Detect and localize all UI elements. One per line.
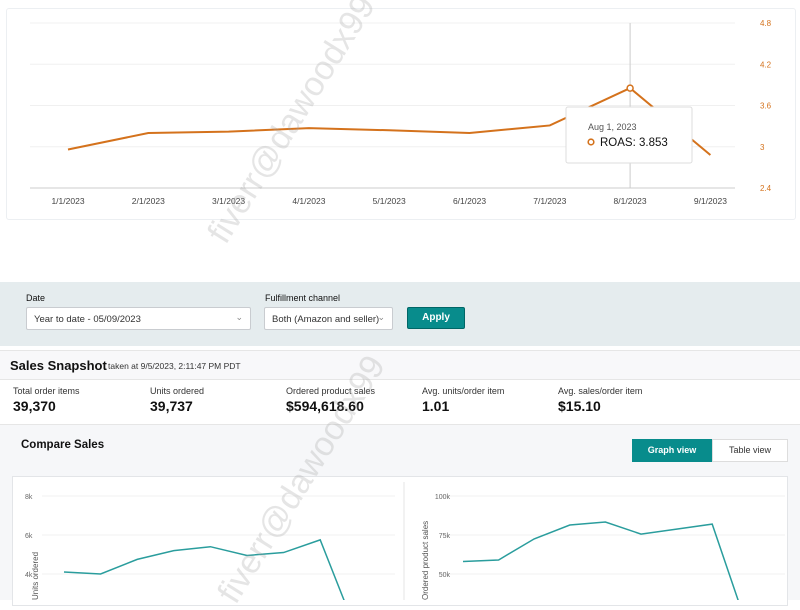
metric-avg-units: Avg. units/order item 1.01 xyxy=(422,386,504,414)
chevron-down-icon: ⌄ xyxy=(377,312,385,322)
date-select[interactable]: Year to date - 05/09/2023 ⌄ xyxy=(26,307,251,330)
y-tick-label: 8k xyxy=(25,494,33,501)
metric-value: 1.01 xyxy=(422,398,450,414)
metric-value: $15.10 xyxy=(558,398,601,414)
tooltip-marker-icon xyxy=(587,138,595,146)
date-value: Year to date - 05/09/2023 xyxy=(34,314,141,325)
x-tick-label: 6/1/2023 xyxy=(453,196,486,206)
y-tick-label: 4.8 xyxy=(760,19,772,28)
y-tick-label: 75k xyxy=(439,533,451,540)
metric-label: Avg. units/order item xyxy=(422,386,505,396)
snapshot-header: Sales Snapshot taken at 9/5/2023, 2:11:4… xyxy=(0,350,800,380)
sales-line xyxy=(462,521,739,600)
compare-sales-title: Compare Sales xyxy=(21,439,105,451)
metric-label: Avg. sales/order item xyxy=(558,386,643,396)
data-point-hover xyxy=(626,84,634,92)
date-label: Date xyxy=(26,293,46,303)
y-tick-label: 2.4 xyxy=(760,184,772,193)
x-tick-label: 8/1/2023 xyxy=(614,196,647,206)
filter-bar: Date Year to date - 05/09/2023 ⌄ Fulfillm… xyxy=(0,282,800,346)
metric-avg-sales: Avg. sales/order item $15.10 xyxy=(558,386,642,414)
roas-chart: 2.4 3 3.6 4.2 4.8 1/1/2023 2/1/2023 3/1/2023 4/1… xyxy=(30,19,772,206)
y-tick-label: 6k xyxy=(25,533,33,540)
x-tick-label: 7/1/2023 xyxy=(533,196,566,206)
x-tick-label: 9/1/2023 xyxy=(694,196,727,206)
table-view-button[interactable]: Table view xyxy=(712,439,788,462)
x-tick-label: 3/1/2023 xyxy=(212,196,245,206)
y-tick-label: 100k xyxy=(435,494,451,501)
y-tick-label: 3.6 xyxy=(760,102,772,111)
x-tick-label: 2/1/2023 xyxy=(132,196,165,206)
tooltip xyxy=(565,106,693,164)
chevron-down-icon: ⌄ xyxy=(235,312,243,322)
metric-units-ordered: Units ordered 39,737 xyxy=(150,386,204,414)
y-axis-label: Units ordered xyxy=(31,552,40,600)
y-tick-label: 4.2 xyxy=(760,60,772,69)
y-tick-label: 50k xyxy=(439,572,451,579)
graph-view-button[interactable]: Graph view xyxy=(632,439,712,462)
channel-value: Both (Amazon and seller) xyxy=(272,314,380,325)
snapshot-timestamp: taken at 9/5/2023, 2:11:47 PM PDT xyxy=(108,361,241,371)
channel-label: Fulfillment channel xyxy=(265,293,341,303)
y-tick-label: 3 xyxy=(760,143,765,152)
x-tick-label: 1/1/2023 xyxy=(51,196,84,206)
apply-button[interactable]: Apply xyxy=(407,307,465,329)
metric-label: Ordered product sales xyxy=(286,386,376,396)
metric-value: 39,737 xyxy=(150,398,193,414)
metric-value: $594,618.60 xyxy=(286,398,364,414)
x-tick-label: 4/1/2023 xyxy=(292,196,325,206)
tooltip-value: ROAS: 3.853 xyxy=(600,137,668,149)
metric-ordered-product-sales: Ordered product sales $594,618.60 xyxy=(286,386,375,414)
x-tick-label: 5/1/2023 xyxy=(373,196,406,206)
metric-label: Units ordered xyxy=(150,386,205,396)
metric-total-order-items: Total order items 39,370 xyxy=(13,386,80,414)
metric-label: Total order items xyxy=(13,386,80,396)
units-line xyxy=(63,538,345,600)
channel-select[interactable]: Both (Amazon and seller) ⌄ xyxy=(264,307,393,330)
y-tick-label: 4k xyxy=(25,572,33,579)
tooltip-date: Aug 1, 2023 xyxy=(588,122,637,132)
roas-line xyxy=(67,86,712,156)
snapshot-title: Sales Snapshot xyxy=(10,358,107,373)
y-axis-label: Ordered product sales xyxy=(421,521,430,600)
metric-value: 39,370 xyxy=(13,398,56,414)
